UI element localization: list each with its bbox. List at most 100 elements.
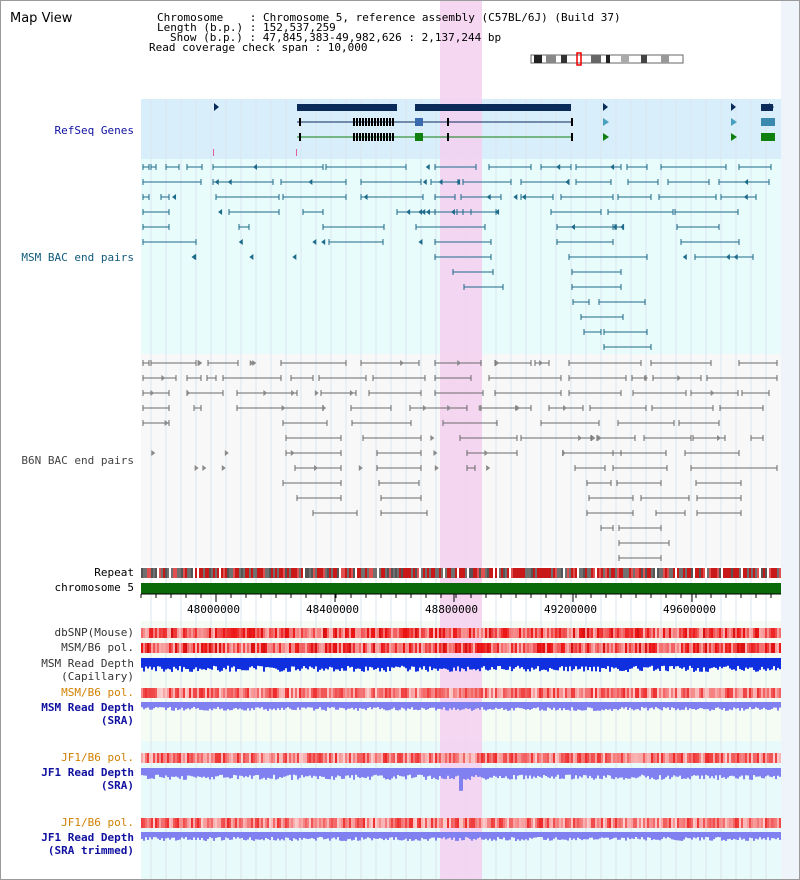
jf1-pol-2-cell (223, 818, 225, 828)
jf1-pol-cell (363, 753, 365, 763)
msm-sra-depth-bar (327, 702, 329, 708)
refseq-genes-label[interactable]: RefSeq Genes (54, 124, 134, 137)
msm-pol-cell (653, 643, 655, 653)
jf1-pol-2-cell (243, 818, 245, 828)
msm-depth-bar (725, 658, 727, 667)
msm-depth-bar (565, 658, 567, 667)
msm-sra-depth-bar (229, 702, 231, 711)
msm-sra-depth-bar (763, 702, 765, 708)
jf1-trimmed-depth-bar (483, 832, 485, 840)
msm-pol-sra-cell (199, 688, 201, 698)
jf1-pol-cell (229, 753, 231, 763)
dbsnp-cell (445, 628, 447, 638)
msm-sra-depth-bar (315, 702, 317, 710)
msm-depth-bar (257, 658, 259, 666)
msm-sra-depth-bar (421, 702, 423, 708)
jf1-trimmed-depth-bar (571, 832, 573, 840)
b6n-bac-end-pairs-label[interactable]: B6N BAC end pairs (21, 454, 134, 467)
msm-pol-sra-cell (415, 688, 417, 698)
msm-depth-bar (361, 658, 363, 672)
jf1-pol-cell (205, 753, 207, 763)
dbsnp-cell (517, 628, 519, 638)
jf1-pol-2-cell (323, 818, 325, 828)
msm-pol-sra-cell (423, 688, 425, 698)
jf1-depth-bar (593, 768, 595, 780)
msm-bac-end-pairs-label[interactable]: MSM BAC end pairs (21, 251, 134, 264)
jf1-pol-cell (593, 753, 595, 763)
msm-sra-depth-bar (673, 702, 675, 709)
msm-pol-cell (557, 643, 559, 653)
jf1-trimmed-depth-bar (625, 832, 627, 841)
msm-sra-depth-bar (745, 702, 747, 710)
repeat-block (731, 568, 733, 578)
dbsnp-cell (385, 628, 387, 638)
jf1-pol-2-cell (569, 818, 571, 828)
jf1-pol-2-cell (157, 818, 159, 828)
dbsnp-label: dbSNP(Mouse) (54, 626, 134, 639)
msm-sra-depth-bar (613, 702, 615, 710)
msm-bac-arrow (743, 194, 748, 200)
msm-pol-cell (405, 643, 407, 653)
jf1-pol-2-cell (469, 818, 471, 828)
jf1-pol-2-cell (213, 818, 215, 828)
jf1-pol-cell (397, 753, 399, 763)
msm-depth-bar (607, 658, 609, 667)
jf1-pol-cell (255, 753, 257, 763)
jf1-read-depth-sub-1: (SRA) (100, 779, 134, 792)
jf1-trimmed-depth-bar (777, 832, 779, 838)
jf1-trimmed-depth-bar (273, 832, 275, 841)
jf1-pol-2-cell (393, 818, 395, 828)
jf1-pol-2-cell (447, 818, 449, 828)
dbsnp-cell (251, 628, 253, 638)
jf1-pol-cell (281, 753, 283, 763)
jf1-depth-bar (533, 768, 535, 777)
repeat-block (345, 568, 347, 578)
jf1-depth-bar (639, 768, 641, 777)
msm-pol-cell (623, 643, 625, 653)
msm-depth-bar (237, 658, 239, 670)
dbsnp-cell (411, 628, 413, 638)
b6n-bac-arrow (710, 390, 715, 396)
jf1-pol-cell (605, 753, 607, 763)
jf1-pol-2-cell (687, 818, 689, 828)
jf1-pol-cell (453, 753, 455, 763)
b6n-bac-arrow (151, 450, 156, 456)
msm-pol-sra-cell (589, 688, 591, 698)
msm-sra-depth-bar (417, 702, 419, 711)
jf1-depth-bar (537, 768, 539, 776)
jf1-pol-cell (389, 753, 391, 763)
msm-pol-sra-cell (715, 688, 717, 698)
msm-depth-bar (171, 658, 173, 672)
jf1-trimmed-depth-bar (467, 832, 469, 838)
jf1-trimmed-depth-bar (545, 832, 547, 841)
jf1-trimmed-depth-bar (443, 832, 445, 838)
msm-depth-bar (533, 658, 535, 670)
dbsnp-cell (599, 628, 601, 638)
jf1-trimmed-depth-bar (755, 832, 757, 839)
msm-pol-cell (533, 643, 535, 653)
dbsnp-cell (405, 628, 407, 638)
dbsnp-cell (187, 628, 189, 638)
jf1-depth-bar (543, 768, 545, 775)
msm-sra-depth-bar (655, 702, 657, 708)
jf1-pol-cell (731, 753, 733, 763)
msm-pol-sra-cell (473, 688, 475, 698)
msm-pol-cell (449, 643, 451, 653)
dbsnp-cell (319, 628, 321, 638)
jf1-depth-bar (373, 768, 375, 776)
jf1-trimmed-depth-bar (363, 832, 365, 840)
repeat-block (411, 568, 413, 578)
jf1-trimmed-depth-bar (303, 832, 305, 838)
jf1-pol-cell (717, 753, 719, 763)
jf1-pol-2-cell (595, 818, 597, 828)
jf1-trimmed-depth-bar (187, 832, 189, 840)
msm-pol-sra-cell (593, 688, 595, 698)
msm-pol-sra-cell (469, 688, 471, 698)
msm-depth-bar (313, 658, 315, 669)
dbsnp-cell (751, 628, 753, 638)
jf1-depth-bar (559, 768, 561, 779)
jf1-pol-2-cell (429, 818, 431, 828)
jf1-pol-cell (221, 753, 223, 763)
jf1-pol-cell (753, 753, 755, 763)
